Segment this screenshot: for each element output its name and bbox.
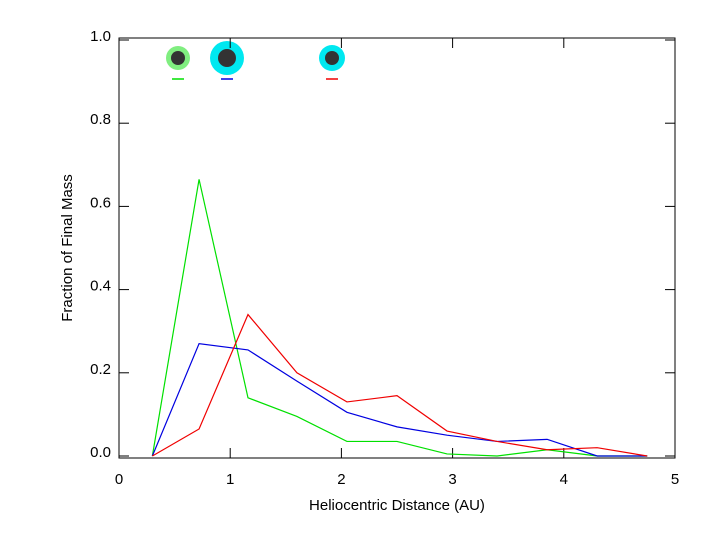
- y-tick-label: 0.8: [90, 111, 111, 128]
- x-tick-label: 3: [448, 471, 456, 488]
- y-tick-label: 0.4: [90, 278, 111, 295]
- series-line: [151, 343, 648, 457]
- x-tick-label: 2: [337, 471, 345, 488]
- plot-frame: [118, 37, 676, 459]
- x-tick-label: 1: [226, 471, 234, 488]
- planet-core: [325, 51, 339, 65]
- legend-icons: [166, 41, 345, 75]
- x-tick-label: 4: [560, 471, 568, 488]
- y-tick-label: 1.0: [90, 28, 111, 45]
- y-axis-title: Fraction of Final Mass: [59, 174, 76, 322]
- planet-core: [218, 49, 236, 67]
- x-tick-label: 5: [671, 471, 679, 488]
- x-axis-title: Heliocentric Distance (AU): [309, 497, 485, 514]
- series-line: [151, 179, 648, 457]
- y-tick-label: 0.0: [90, 444, 111, 461]
- y-tick-label: 0.6: [90, 194, 111, 211]
- planet-core: [171, 51, 185, 65]
- series-line: [152, 313, 648, 457]
- y-tick-label: 0.2: [90, 361, 111, 378]
- x-tick-label: 0: [115, 471, 123, 488]
